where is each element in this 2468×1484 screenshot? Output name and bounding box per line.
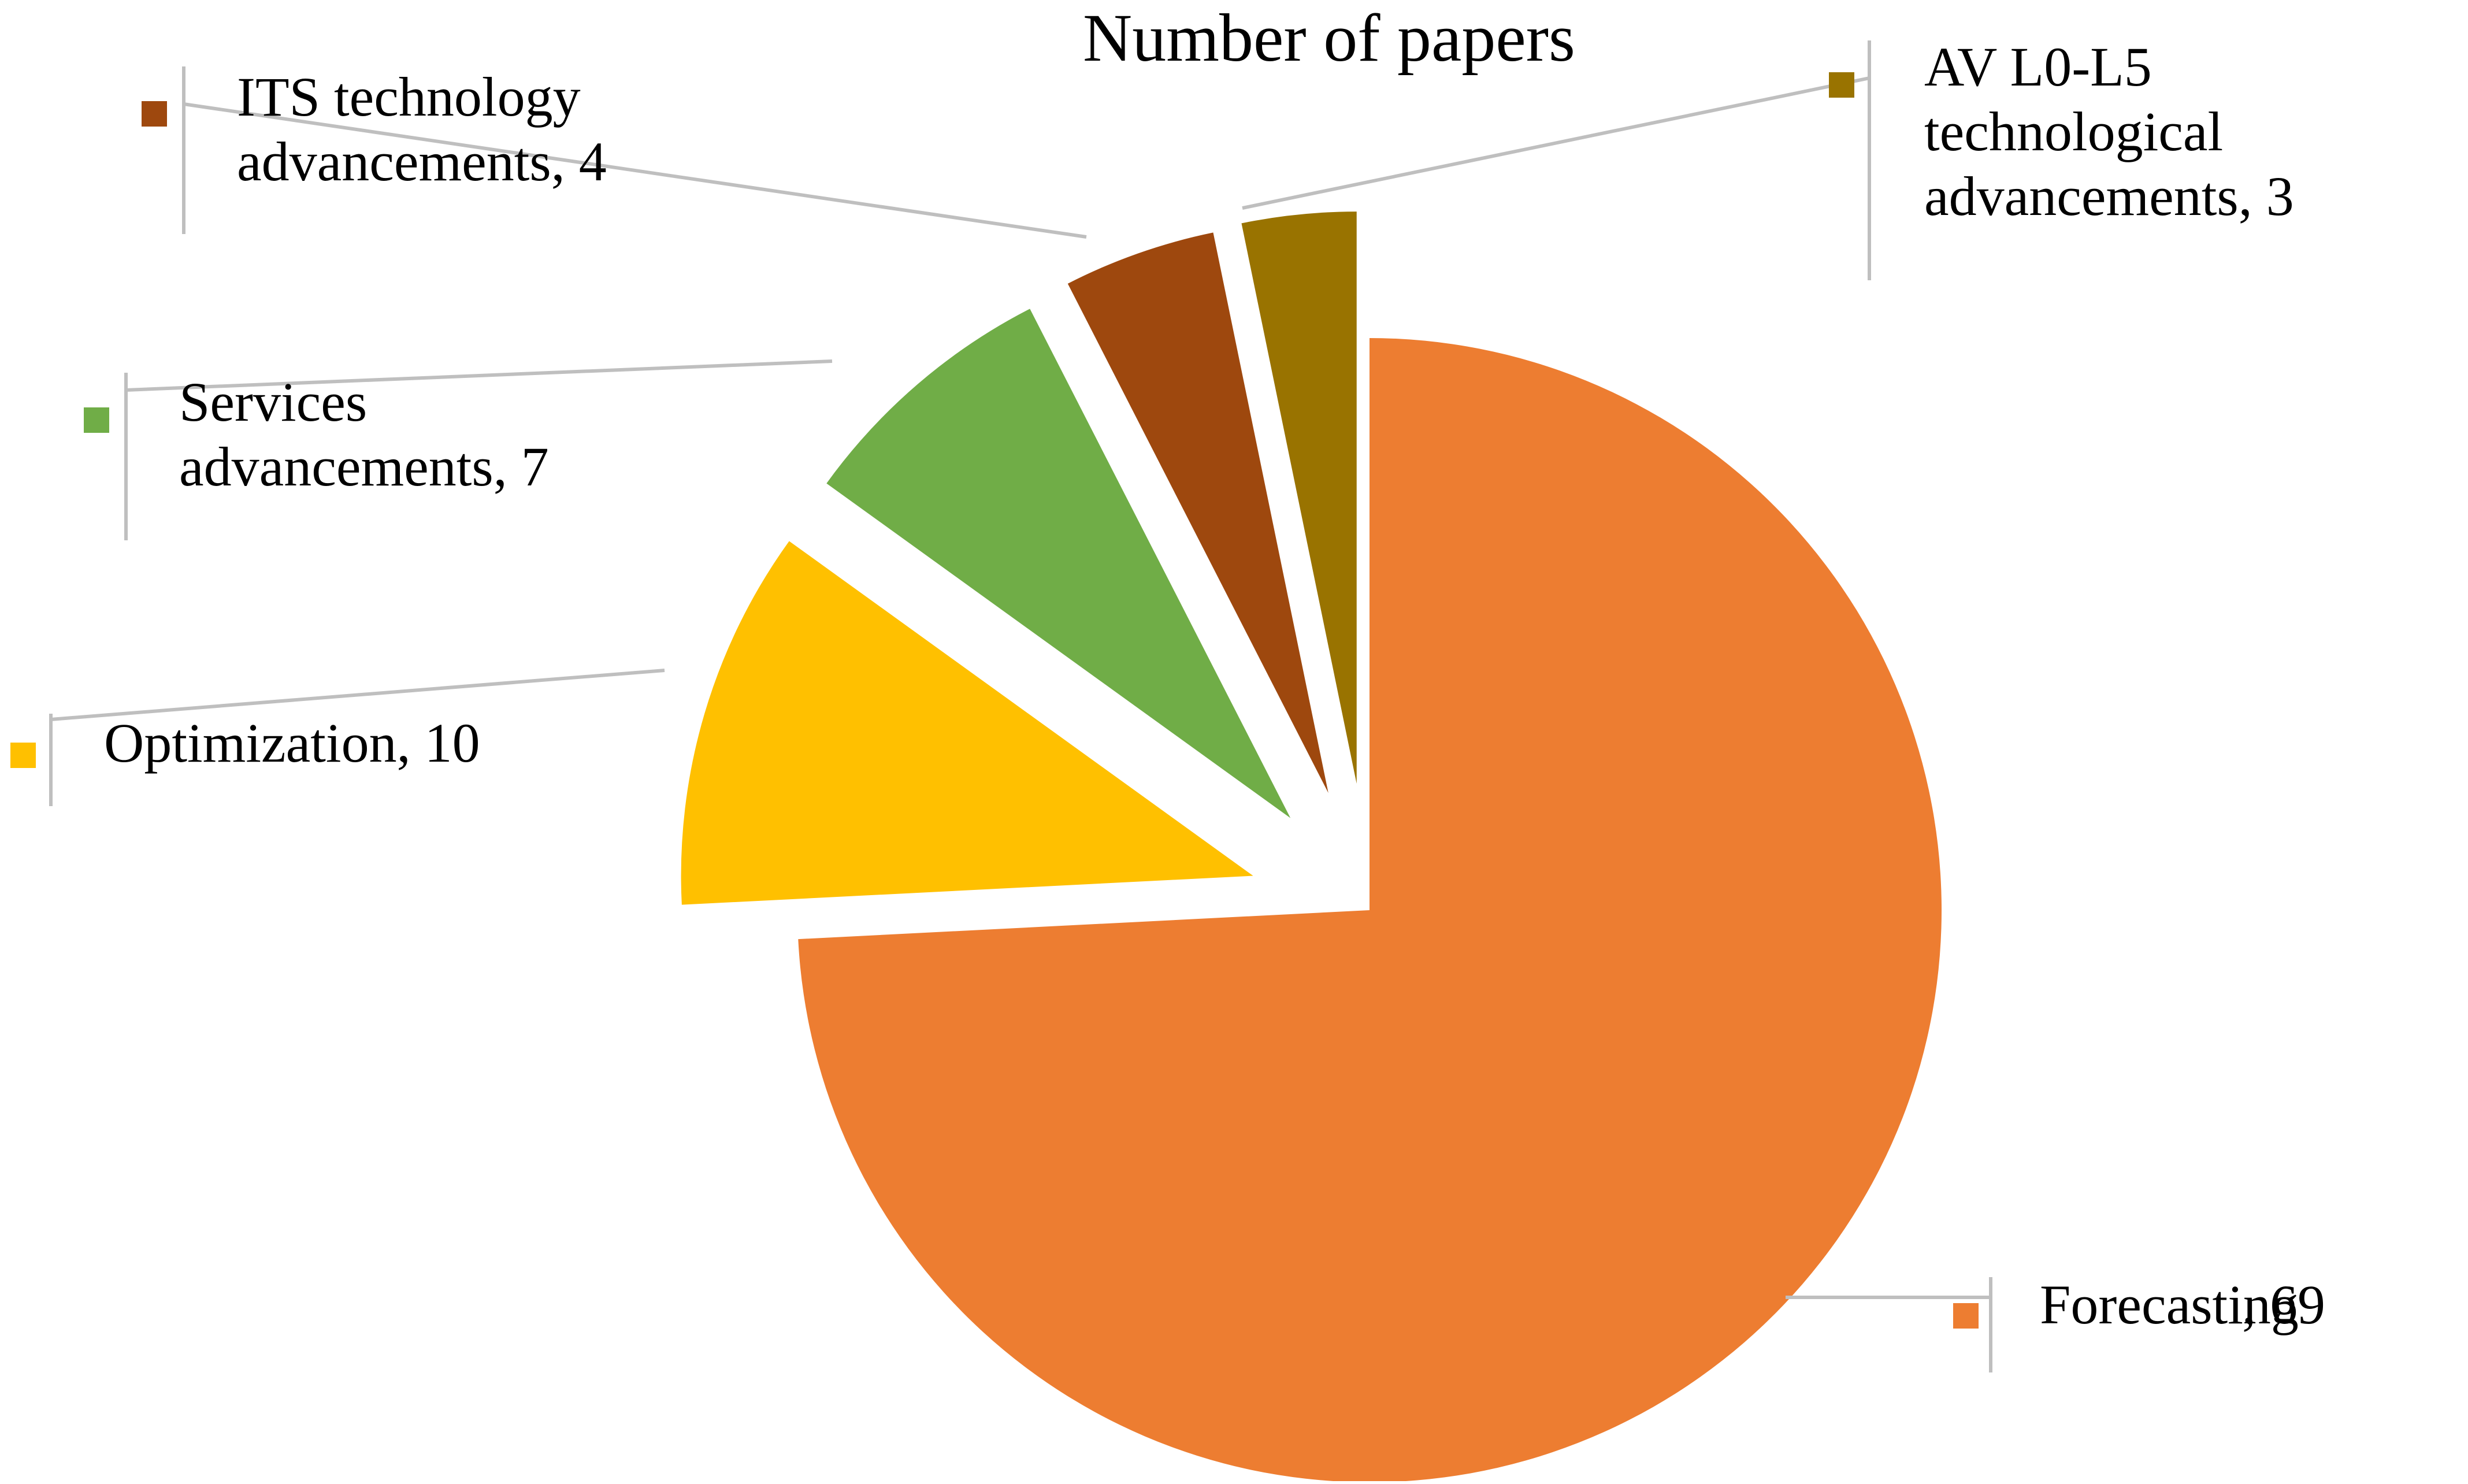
leader-line	[183, 102, 1087, 239]
data-label: , 69	[2242, 1274, 2325, 1335]
pie-slice-services-advancements	[826, 309, 1291, 818]
leader-line	[50, 669, 665, 721]
data-label: Optimization, 10	[104, 712, 480, 774]
data-label: Forecasting	[2040, 1274, 2299, 1335]
data-label: Services	[179, 371, 367, 433]
chart-title: Number of papers	[1083, 0, 1575, 76]
legend-key-square	[1829, 72, 1854, 98]
data-label: advancements, 3	[1924, 165, 2294, 227]
data-label: advancements, 7	[179, 436, 549, 498]
data-label: ITS technology	[237, 66, 581, 128]
legend-key-square	[142, 101, 167, 127]
legend-key-square	[84, 407, 109, 433]
pie-slice-av-l0-l5-technological-advancements	[1241, 212, 1357, 784]
leader-lines-group	[49, 40, 1992, 1372]
data-label: advancements, 4	[237, 131, 607, 192]
legend-key-square	[1953, 1303, 1979, 1329]
leader-line	[125, 359, 833, 392]
slices-group	[681, 212, 1942, 1483]
pie-slice-its-technology-advancements	[1067, 232, 1328, 793]
pie-slice-optimization	[681, 541, 1253, 905]
leader-line	[1242, 76, 1870, 210]
data-label: technological	[1924, 101, 2223, 162]
data-label: AV L0-L5	[1924, 36, 2152, 98]
legend-key-square	[10, 743, 36, 768]
pie-slice-forecasting	[798, 338, 1942, 1483]
